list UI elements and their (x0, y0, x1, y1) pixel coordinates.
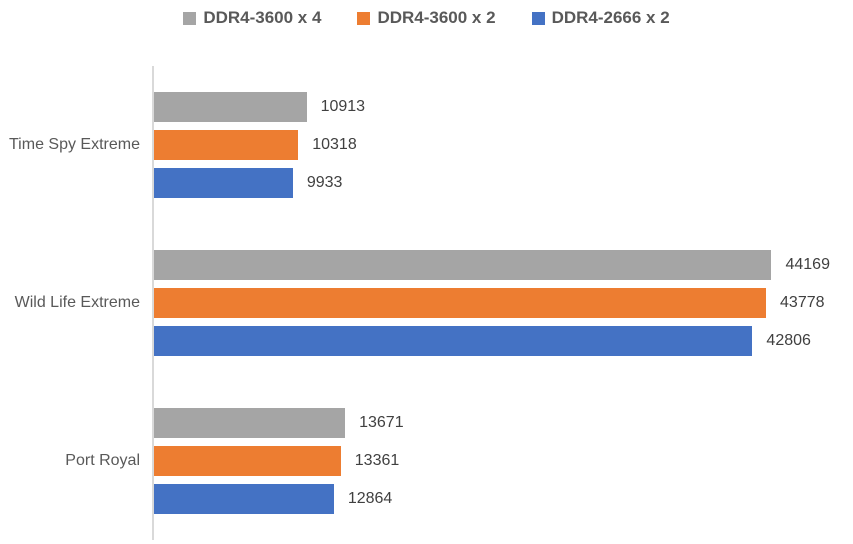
bar (154, 130, 299, 160)
bar (154, 446, 341, 476)
bar (154, 408, 346, 438)
category-label: Wild Life Extreme (14, 294, 140, 311)
data-label: 44169 (785, 256, 830, 273)
bar-group: Time Spy Extreme 10913 10318 9933 (0, 66, 853, 224)
bar-groups: Time Spy Extreme 10913 10318 9933 Wild Life … (0, 66, 853, 540)
bar-stack: 44169 43778 42806 (152, 224, 853, 382)
legend-label: DDR4-3600 x 4 (203, 8, 322, 27)
data-label: 12864 (347, 490, 393, 507)
legend-label: DDR4-2666 x 2 (551, 8, 670, 27)
bar-row: 43778 (154, 288, 853, 318)
data-label: 10318 (312, 136, 357, 153)
data-label: 43778 (780, 294, 825, 311)
legend-swatch-icon (357, 11, 371, 25)
bar (154, 250, 772, 280)
bar-row: 42806 (154, 326, 853, 356)
bar (154, 326, 753, 356)
legend-label: DDR4-3600 x 2 (377, 8, 496, 27)
data-label: 13361 (354, 452, 400, 469)
chart-legend: DDR4-3600 x 4 DDR4-3600 x 2 DDR4-2666 x 2 (0, 8, 853, 28)
bar-group: Wild Life Extreme 44169 43778 42806 (0, 224, 853, 382)
legend-swatch-icon (183, 11, 197, 25)
data-label: 9933 (306, 174, 343, 191)
plot-area: Time Spy Extreme 10913 10318 9933 Wild Life … (0, 66, 853, 540)
data-label: 42806 (766, 332, 811, 349)
bar-row: 44169 (154, 250, 853, 280)
data-label: 10913 (320, 98, 366, 115)
bar-stack: 13671 13361 12864 (152, 382, 853, 540)
bar-stack: 10913 10318 9933 (152, 66, 853, 224)
bar (154, 288, 767, 318)
bar-row: 12864 (154, 484, 853, 514)
data-label: 13671 (359, 414, 404, 431)
legend-swatch-icon (531, 11, 545, 25)
legend-item: DDR4-3600 x 2 (357, 8, 496, 28)
category-axis-line (152, 66, 154, 540)
bar-row: 13671 (154, 408, 853, 438)
bar-row: 13361 (154, 446, 853, 476)
bar-row: 10318 (154, 130, 853, 160)
category-label: Port Royal (65, 452, 140, 469)
bar (154, 168, 293, 198)
bar-row: 9933 (154, 168, 853, 198)
category-label: Time Spy Extreme (9, 136, 140, 153)
bar (154, 92, 307, 122)
bar (154, 484, 334, 514)
legend-item: DDR4-3600 x 4 (183, 8, 321, 28)
bar-row: 10913 (154, 92, 853, 122)
legend-item: DDR4-2666 x 2 (531, 8, 670, 28)
bar-group: Port Royal 13671 13361 12864 (0, 382, 853, 540)
